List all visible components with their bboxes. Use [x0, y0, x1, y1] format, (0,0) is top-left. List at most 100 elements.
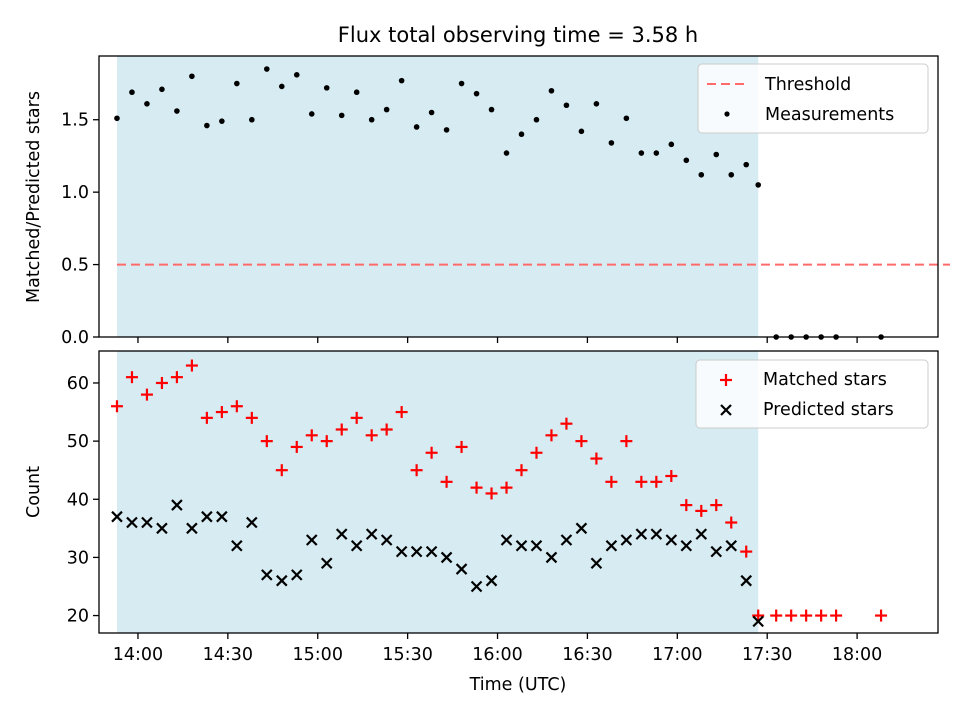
matched-star-point	[485, 487, 498, 500]
measurement-point	[623, 115, 630, 122]
measurement-point	[129, 89, 135, 96]
predicted-star-point	[305, 534, 318, 546]
measurement-point	[743, 161, 750, 168]
measurement-point	[174, 108, 180, 114]
x-tick-label: 15:00	[293, 645, 343, 665]
predicted-star-point	[171, 499, 183, 511]
x-axis-label: Time (UTC)	[469, 675, 567, 695]
matched-star-point	[545, 429, 558, 442]
count-y-tick-label: 50	[67, 432, 89, 452]
measurement-point	[338, 112, 345, 119]
measurements-legend-label: Measurements	[765, 105, 894, 125]
x-tick-label: 16:30	[562, 645, 612, 665]
matched-star-point	[815, 609, 828, 622]
predicted-legend-label: Predicted stars	[763, 400, 894, 420]
predicted-star-point	[276, 574, 288, 587]
matched-star-point	[140, 388, 153, 401]
ratio-panel: 0.0 0.5 1.0 1.5 Matched/Predicted stars Thr…	[24, 55, 950, 348]
matched-star-point	[350, 411, 363, 424]
count-legend-box	[695, 359, 929, 429]
count-y-tick-label: 20	[67, 607, 89, 627]
predicted-star-point	[545, 551, 558, 564]
measurements-legend-swatch	[724, 111, 730, 117]
ratio-y-tick-label: 0.5	[61, 256, 89, 276]
measurement-point	[578, 128, 585, 135]
measurement-point	[728, 171, 735, 178]
matched-star-point	[830, 609, 843, 622]
measurement-point	[114, 115, 120, 122]
ratio-y-axis-label: Matched/Predicted stars	[24, 91, 44, 303]
matched-star-point	[695, 504, 708, 517]
measurement-point	[503, 150, 510, 156]
measurement-point	[548, 87, 555, 94]
predicted-star-point	[380, 534, 393, 546]
matched-star-point	[650, 475, 663, 488]
x-tick-label: 14:30	[203, 645, 253, 665]
predicted-star-point	[156, 522, 168, 535]
count-x-ticks: 14:00 14:30 15:00 15:30 16:00 16:30 17:00 17:30…	[113, 633, 882, 665]
measurement-point	[755, 182, 762, 188]
matched-star-point	[395, 406, 408, 419]
matched-legend-label: Matched stars	[763, 370, 887, 390]
matched-star-point	[770, 609, 783, 622]
matched-star-point	[875, 609, 888, 622]
predicted-star-point	[620, 534, 633, 546]
measurement-point	[219, 118, 225, 124]
predicted-star-point	[665, 534, 678, 546]
predicted-star-point	[111, 510, 123, 523]
x-tick-label: 14:00	[113, 645, 163, 665]
x-tick-label: 17:30	[742, 645, 792, 665]
matched-star-point	[785, 609, 798, 622]
measurement-point	[413, 124, 420, 130]
count-y-axis-label: Count	[24, 466, 44, 518]
measurement-point	[144, 100, 150, 107]
measurement-point	[608, 140, 615, 146]
measurement-point	[308, 111, 315, 117]
matched-star-point	[752, 609, 765, 622]
matched-star-point	[200, 411, 213, 424]
predicted-star-point	[261, 569, 273, 581]
predicted-star-point	[560, 534, 573, 546]
matched-star-point	[155, 376, 168, 389]
predicted-star-point	[320, 557, 333, 570]
ratio-y-tick-label: 0.0	[61, 328, 89, 348]
count-y-tick-label: 60	[67, 374, 89, 394]
predicted-star-point	[350, 540, 363, 552]
matched-star-point	[230, 400, 243, 413]
matched-star-point	[470, 481, 483, 494]
count-legend: Matched stars Predicted stars	[695, 359, 929, 429]
matched-star-point	[170, 371, 183, 384]
predicted-star-point	[575, 522, 588, 535]
measurement-point	[189, 73, 195, 80]
predicted-star-point	[216, 510, 228, 523]
x-tick-label: 18:00	[832, 645, 882, 665]
measurement-point	[653, 150, 660, 156]
ratio-legend: Threshold Measurements	[697, 63, 929, 134]
matched-star-point	[665, 470, 678, 483]
measurement-point	[638, 150, 645, 156]
predicted-star-point	[410, 545, 423, 558]
measurement-point	[234, 80, 240, 87]
count-y-tick-label: 30	[67, 548, 89, 568]
measurement-point	[353, 89, 360, 96]
matched-star-point	[245, 411, 258, 424]
predicted-star-point	[141, 516, 153, 529]
measurement-point	[293, 72, 300, 78]
predicted-star-point	[500, 534, 513, 546]
matched-star-point	[560, 417, 573, 430]
count-y-ticks: 20 30 40 50 60	[67, 374, 99, 627]
predicted-star-point	[485, 574, 498, 587]
matched-star-point	[635, 475, 648, 488]
matched-star-point	[740, 545, 753, 558]
predicted-star-point	[440, 551, 453, 564]
matched-star-point	[440, 475, 453, 488]
matched-star-point	[425, 446, 438, 459]
matched-star-point	[320, 435, 333, 448]
predicted-star-point	[710, 545, 723, 558]
measurement-point	[698, 171, 705, 178]
matched-star-point	[410, 464, 423, 477]
predicted-star-point	[201, 510, 213, 523]
observing-window-shade	[116, 351, 759, 633]
predicted-star-point	[186, 522, 198, 535]
predicted-star-point	[590, 557, 603, 570]
